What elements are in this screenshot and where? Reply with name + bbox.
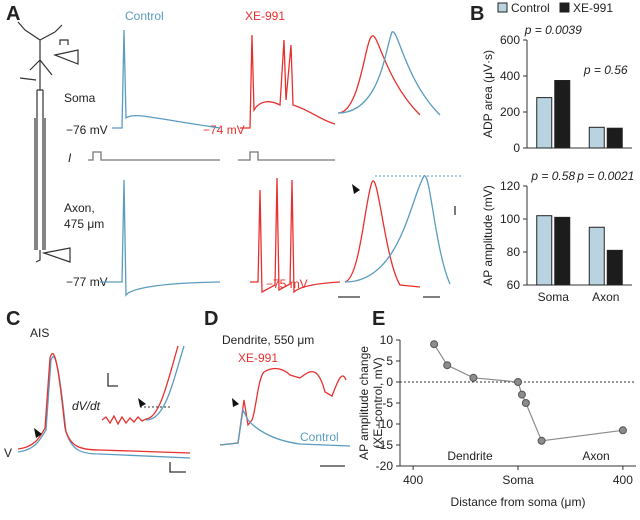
legend-xe: XE-991 bbox=[238, 351, 278, 365]
y-tick-label: 200 bbox=[500, 105, 520, 119]
trace bbox=[145, 345, 185, 421]
potential: −75 mV bbox=[266, 277, 308, 291]
y-axis-label: AP amplitude change bbox=[357, 346, 371, 460]
point bbox=[537, 436, 546, 445]
derivative-label: dV/dt bbox=[72, 399, 101, 413]
x-tick-label: Axon bbox=[592, 290, 619, 304]
p-value: p = 0.56 bbox=[583, 63, 628, 77]
legend-control: Control bbox=[300, 430, 339, 444]
bar bbox=[606, 127, 623, 149]
point bbox=[469, 373, 478, 382]
bar bbox=[606, 249, 623, 286]
point bbox=[521, 399, 530, 407]
scale-bar bbox=[107, 373, 186, 473]
row-label: Soma bbox=[64, 91, 96, 105]
x-tick-label: Soma bbox=[502, 473, 534, 487]
y-tick-label: 400 bbox=[500, 69, 520, 83]
y-tick-label: 0 bbox=[386, 375, 393, 389]
p-value: p = 0.58 bbox=[530, 169, 575, 183]
y-tick-label: 10 bbox=[380, 333, 394, 347]
p-value: p = 0.0021 bbox=[576, 169, 634, 183]
bar bbox=[588, 226, 605, 286]
y-axis-label: AP amplitude (mV) bbox=[481, 185, 495, 285]
bar bbox=[536, 215, 553, 286]
y-axis-label: (XE–control, mV) bbox=[371, 357, 385, 448]
y-tick-label: 0 bbox=[513, 141, 520, 155]
legend-label: XE-991 bbox=[573, 1, 613, 15]
trace bbox=[250, 177, 341, 294]
legend-swatch bbox=[559, 2, 570, 13]
arrowhead bbox=[232, 398, 239, 407]
y-tick-label: 80 bbox=[507, 245, 521, 259]
legend-swatch bbox=[497, 2, 508, 13]
x-tick-label: 400 bbox=[403, 473, 423, 487]
point bbox=[514, 378, 522, 386]
y-tick-label: 100 bbox=[500, 212, 520, 226]
point bbox=[517, 390, 526, 399]
trace bbox=[240, 34, 336, 129]
scale-bar bbox=[338, 206, 456, 298]
x-tick-label: 400 bbox=[613, 473, 633, 487]
row-label: Axon, bbox=[64, 201, 95, 215]
neuron-schematic bbox=[17, 21, 79, 263]
voltage-label: V bbox=[4, 446, 12, 460]
trace bbox=[337, 31, 441, 116]
trace bbox=[337, 35, 421, 116]
x-tick-label: Soma bbox=[538, 290, 570, 304]
y-axis-label: ADP area (μV·s) bbox=[481, 50, 495, 138]
current-label: I bbox=[68, 151, 72, 165]
point bbox=[430, 340, 439, 349]
arrowhead bbox=[352, 184, 360, 194]
point bbox=[618, 426, 627, 435]
panel-label: E bbox=[372, 308, 385, 330]
panel-label: B bbox=[470, 3, 484, 25]
panel-label: C bbox=[6, 308, 20, 330]
trace bbox=[219, 407, 351, 447]
trace bbox=[100, 179, 221, 297]
row-label: 475 μm bbox=[64, 217, 104, 231]
trace bbox=[219, 367, 347, 446]
x-axis-label: Distance from soma (μm) bbox=[451, 495, 586, 509]
region-label: Axon bbox=[582, 449, 609, 463]
p-value: p = 0.0039 bbox=[524, 23, 582, 37]
stimulus bbox=[88, 151, 335, 161]
trace bbox=[344, 180, 421, 288]
bar bbox=[536, 97, 553, 149]
potential: −76 mV bbox=[66, 123, 108, 137]
trace bbox=[101, 345, 179, 426]
panel-label: D bbox=[204, 308, 218, 330]
legend-xe: XE-991 bbox=[245, 9, 285, 23]
y-tick-label: 60 bbox=[507, 278, 521, 292]
y-tick-label: -15 bbox=[376, 438, 394, 452]
point bbox=[443, 361, 452, 370]
bar bbox=[588, 126, 605, 149]
legend-control: Control bbox=[125, 9, 164, 23]
legend-label: Control bbox=[511, 1, 550, 15]
trace bbox=[344, 175, 451, 285]
y-tick-label: -20 bbox=[376, 459, 394, 473]
y-tick-label: 120 bbox=[500, 179, 520, 193]
bar bbox=[554, 80, 571, 149]
trace bbox=[112, 29, 221, 129]
panel-label: A bbox=[6, 3, 20, 25]
trace bbox=[17, 352, 191, 454]
potential: −77 mV bbox=[66, 275, 108, 289]
potential: −74 mV bbox=[203, 123, 245, 137]
bar bbox=[554, 216, 571, 286]
y-tick-label: 600 bbox=[500, 33, 520, 47]
region-label: Dendrite bbox=[447, 449, 493, 463]
series-line bbox=[433, 343, 623, 442]
y-tick-label: 5 bbox=[386, 354, 393, 368]
panel-title: AIS bbox=[30, 326, 49, 340]
panel-title: Dendrite, 550 μm bbox=[222, 333, 314, 347]
y-tick-label: -10 bbox=[376, 417, 394, 431]
y-tick-label: -5 bbox=[382, 396, 393, 410]
